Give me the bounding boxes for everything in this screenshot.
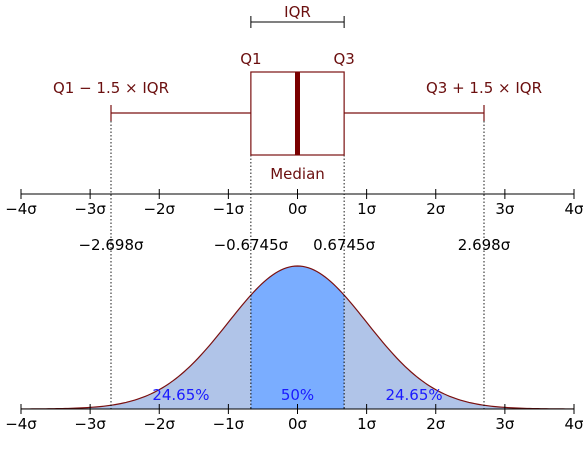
tick-label: −3σ <box>74 415 106 433</box>
tick-label: 2σ <box>426 200 446 218</box>
tick-label: 4σ <box>564 415 583 433</box>
quartile-value-label: 2.698σ <box>458 236 511 254</box>
quartile-value-labels: −2.698σ −0.6745σ 0.6745σ 2.698σ <box>78 236 510 254</box>
density-region-left-fill <box>111 295 251 409</box>
density-region-labels: 24.65% 50% 24.65% <box>152 386 442 404</box>
tick-label: −4σ <box>5 200 37 218</box>
tick-label: 3σ <box>495 415 515 433</box>
region-percent-label: 50% <box>281 386 314 404</box>
tick-label: 1σ <box>357 415 377 433</box>
quartile-value-label: −2.698σ <box>78 236 144 254</box>
iqr-bracket <box>250 16 345 28</box>
q1-label: Q1 <box>240 50 261 68</box>
lower-whisker-label: Q1 − 1.5 × IQR <box>53 79 169 97</box>
box-plot <box>110 71 485 156</box>
region-percent-label: 24.65% <box>385 386 442 404</box>
tick-label: −2σ <box>143 415 175 433</box>
tick-label: −1σ <box>213 415 245 433</box>
quartile-value-label: 0.6745σ <box>313 236 375 254</box>
top-sigma-axis: −4σ −3σ −2σ −1σ 0σ 1σ 2σ 3σ 4σ <box>5 189 583 218</box>
tick-label: −4σ <box>5 415 37 433</box>
region-percent-label: 24.65% <box>152 386 209 404</box>
density-region-right-fill <box>344 295 484 409</box>
density-region-center-fill <box>250 266 345 409</box>
tick-label: 4σ <box>564 200 583 218</box>
tick-label: −1σ <box>213 200 245 218</box>
tick-label: 0σ <box>288 415 308 433</box>
q3-label: Q3 <box>333 50 354 68</box>
tick-label: 1σ <box>357 200 377 218</box>
iqr-label: IQR <box>284 3 311 21</box>
tick-label: −3σ <box>74 200 106 218</box>
bottom-sigma-axis: −4σ −3σ −2σ −1σ 0σ 1σ 2σ 3σ 4σ <box>5 404 583 433</box>
normal-density-curve <box>20 265 575 410</box>
median-label: Median <box>270 165 325 183</box>
quartile-guide-lines <box>110 121 485 409</box>
tick-label: 3σ <box>495 200 515 218</box>
tick-label: 0σ <box>288 200 308 218</box>
tick-label: −2σ <box>143 200 175 218</box>
quartile-value-label: −0.6745σ <box>214 236 289 254</box>
tick-label: 2σ <box>426 415 446 433</box>
upper-whisker-label: Q3 + 1.5 × IQR <box>426 79 542 97</box>
